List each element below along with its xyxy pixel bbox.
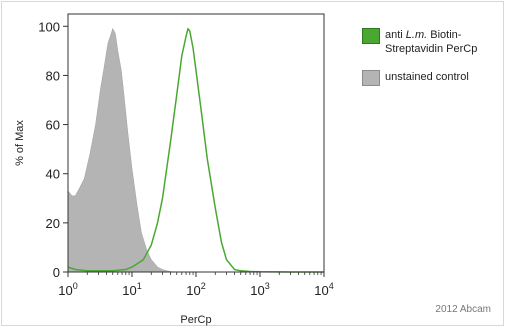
series-anti-lm xyxy=(67,27,324,273)
legend-text-part: Streptavidin PerCp xyxy=(385,43,478,55)
y-axis-label: % of Max xyxy=(14,120,26,166)
legend-item-anti-lm: anti L.m. Biotin- Streptavidin PerCp xyxy=(362,28,504,56)
y-tick-label: 0 xyxy=(53,265,60,280)
legend-label-anti-lm: anti L.m. Biotin- Streptavidin PerCp xyxy=(385,28,477,56)
y-tick-label: 100 xyxy=(38,19,60,34)
copyright-watermark: 2012 Abcam xyxy=(435,304,491,315)
x-tick-label: 104 xyxy=(314,281,333,298)
x-tick-label: 100 xyxy=(58,281,77,298)
y-tick-label: 40 xyxy=(46,167,60,182)
y-tick-label: 60 xyxy=(46,118,60,133)
legend-item-unstained: unstained control xyxy=(362,70,504,86)
legend-swatch-unstained xyxy=(362,70,380,86)
legend-text-part: L.m. xyxy=(405,29,428,41)
legend-label-unstained: unstained control xyxy=(385,71,469,83)
legend: anti L.m. Biotin- Streptavidin PerCp unst… xyxy=(362,28,504,100)
legend-swatch-anti-lm xyxy=(362,28,380,44)
x-tick-label: 102 xyxy=(186,281,205,298)
legend-text-part: anti xyxy=(385,29,406,41)
legend-text-part: Biotin- xyxy=(427,29,462,41)
series-unstained-control xyxy=(67,27,177,273)
y-tick-label: 20 xyxy=(46,216,60,231)
x-tick-label: 101 xyxy=(122,281,141,298)
y-tick-label: 80 xyxy=(46,68,60,83)
x-axis-label: PerCp xyxy=(180,314,211,326)
x-tick-label: 103 xyxy=(250,281,269,298)
